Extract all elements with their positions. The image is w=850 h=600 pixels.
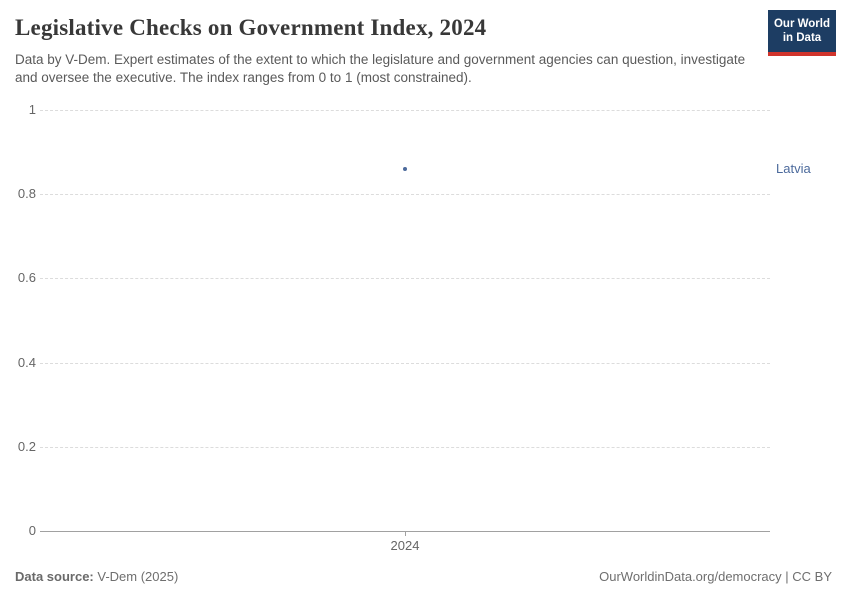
- chart-subtitle: Data by V-Dem. Expert estimates of the e…: [15, 52, 746, 85]
- y-tick-label: 1: [28, 102, 36, 117]
- data-source-label: Data source:: [15, 569, 94, 584]
- y-tick-label: 0.8: [17, 186, 36, 202]
- logo-line-2: in Data: [782, 32, 822, 44]
- data-source: Data source: V-Dem (2025): [15, 569, 178, 584]
- credit-link[interactable]: OurWorldinData.org/democracy | CC BY: [599, 569, 832, 584]
- entity-label-latvia[interactable]: Latvia: [776, 160, 811, 176]
- data-point-latvia[interactable]: [403, 166, 407, 171]
- chart-footer: Data source: V-Dem (2025) OurWorldinData…: [15, 569, 832, 584]
- gridline: [40, 362, 770, 364]
- gridline: [40, 194, 770, 196]
- owid-logo-text: Our World in Data: [768, 10, 836, 52]
- gridline: [40, 110, 770, 111]
- gridline: [40, 446, 770, 448]
- y-tick-label: 0.2: [17, 438, 36, 454]
- x-tick-mark: [405, 531, 406, 536]
- chart-title: Legislative Checks on Government Index, …: [15, 15, 487, 40]
- logo-line-1: Our World: [773, 18, 830, 30]
- y-tick-label: 0.4: [17, 354, 36, 370]
- owid-logo[interactable]: Our World in Data: [768, 10, 836, 56]
- y-tick-label: 0: [28, 523, 36, 538]
- y-tick-label: 0.6: [17, 270, 36, 286]
- data-source-value: V-Dem (2025): [97, 569, 179, 584]
- x-tick-label: 2024: [390, 538, 420, 553]
- gridline: [40, 278, 770, 280]
- logo-accent-bar: [768, 52, 836, 56]
